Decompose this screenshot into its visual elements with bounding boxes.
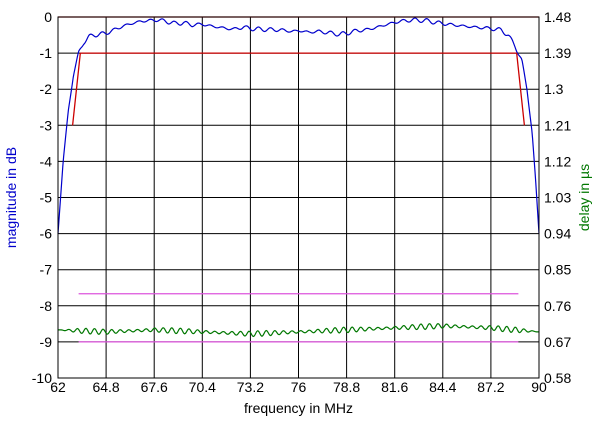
y-right-tick-label: 0.67 bbox=[544, 334, 571, 350]
y-left-tick-label: 0 bbox=[44, 9, 52, 25]
x-tick-label: 62 bbox=[50, 379, 66, 395]
y-right-tick-label: 1.3 bbox=[544, 81, 564, 97]
y-left-tick-labels: 0 -1 -2 -3 -4 -5 -6 -7 -8 -9 -10 bbox=[32, 9, 52, 386]
y-right-tick-label: 0.76 bbox=[544, 298, 571, 314]
y-right-tick-label: 0.58 bbox=[544, 370, 571, 386]
x-tick-labels: 62 64.8 67.6 70.4 73.2 76 78.8 81.6 84.4 87.2 90 bbox=[50, 379, 547, 395]
y-right-tick-label: 1.12 bbox=[544, 153, 571, 169]
y-right-tick-label: 0.85 bbox=[544, 262, 571, 278]
series-line-magnitude bbox=[57, 17, 540, 234]
x-tick-label: 81.6 bbox=[381, 379, 408, 395]
series-line-delay bbox=[58, 322, 540, 338]
y-left-tick-label: -4 bbox=[40, 153, 53, 169]
series-segment-mask bbox=[71, 53, 81, 126]
y-right-tick-label: 1.21 bbox=[544, 117, 571, 133]
x-tick-label: 84.4 bbox=[429, 379, 456, 395]
y-left-tick-label: -5 bbox=[40, 190, 53, 206]
y-left-tick-label: -2 bbox=[40, 81, 53, 97]
y-right-axis-label: delay in µs bbox=[576, 164, 592, 231]
y-right-tick-label: 1.39 bbox=[544, 45, 571, 61]
y-left-tick-label: -10 bbox=[32, 370, 52, 386]
y-right-tick-label: 1.03 bbox=[544, 190, 571, 206]
x-tick-label: 76 bbox=[291, 379, 307, 395]
y-right-tick-labels: 1.48 1.39 1.3 1.21 1.12 1.03 0.94 0.85 0.76 0.67 0… bbox=[544, 9, 571, 386]
y-left-tick-label: -8 bbox=[40, 298, 53, 314]
y-left-tick-label: -9 bbox=[40, 334, 53, 350]
x-tick-label: 64.8 bbox=[92, 379, 119, 395]
y-right-tick-label: 1.48 bbox=[544, 9, 571, 25]
y-left-tick-label: -6 bbox=[40, 226, 53, 242]
y-right-tick-label: 0.94 bbox=[544, 226, 571, 242]
series-segment-mask bbox=[516, 53, 526, 126]
x-tick-label: 70.4 bbox=[189, 379, 216, 395]
plot-area bbox=[57, 16, 540, 343]
grid bbox=[58, 17, 539, 378]
x-tick-label: 78.8 bbox=[333, 379, 360, 395]
x-tick-label: 67.6 bbox=[141, 379, 168, 395]
x-axis-label: frequency in MHz bbox=[244, 400, 353, 416]
y-left-tick-label: -1 bbox=[40, 45, 53, 61]
y-left-tick-label: -3 bbox=[40, 117, 53, 133]
x-tick-label: 87.2 bbox=[477, 379, 504, 395]
y-left-axis-label: magnitude in dB bbox=[3, 147, 19, 248]
x-tick-label: 73.2 bbox=[237, 379, 264, 395]
x-tick-label: 90 bbox=[531, 379, 547, 395]
plot-frame bbox=[57, 16, 540, 379]
y-left-tick-label: -7 bbox=[40, 262, 53, 278]
